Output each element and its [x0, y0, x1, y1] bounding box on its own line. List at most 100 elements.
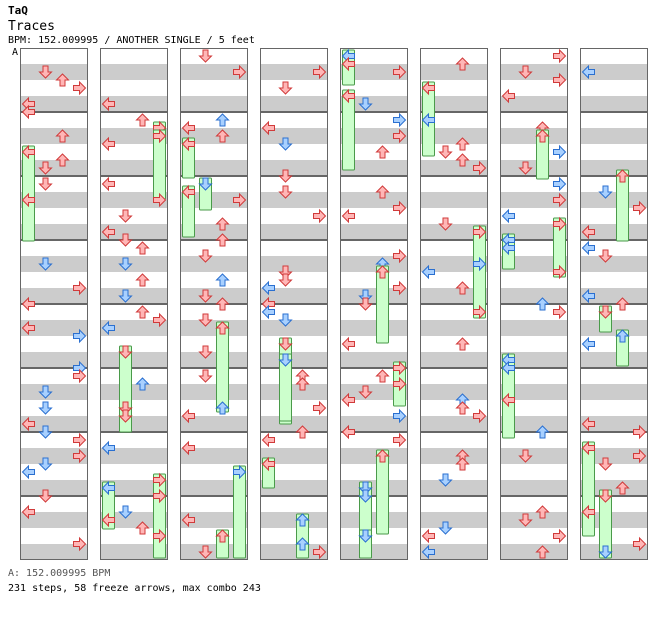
arrow-down	[38, 385, 53, 399]
measure-box	[580, 240, 648, 304]
arrow-up	[215, 529, 230, 543]
measure-box	[260, 432, 328, 496]
arrow-down	[438, 473, 453, 487]
measure-box	[260, 496, 328, 560]
stripe	[420, 320, 488, 336]
stripe	[260, 544, 328, 560]
stripe	[180, 544, 248, 560]
arrow-up	[135, 241, 150, 255]
arrow-up	[215, 401, 230, 415]
arrow-left	[101, 512, 115, 528]
measure-box	[340, 496, 408, 560]
stripe	[100, 96, 168, 112]
arrow-right	[233, 192, 247, 208]
measure-box	[100, 240, 168, 304]
measure-box	[180, 176, 248, 240]
stripe	[20, 256, 88, 272]
measure-box	[500, 176, 568, 240]
stripe	[500, 96, 568, 112]
stripe	[500, 384, 568, 400]
arrow-up	[55, 153, 70, 167]
stripe	[500, 480, 568, 496]
stripe	[500, 352, 568, 368]
stripe	[340, 384, 408, 400]
arrow-left	[341, 336, 355, 352]
stripe	[340, 128, 408, 144]
arrow-up	[535, 505, 550, 519]
stripe	[580, 96, 648, 112]
measure-box	[580, 304, 648, 368]
arrow-up	[215, 129, 230, 143]
arrow-left	[341, 56, 355, 72]
stripe	[100, 512, 168, 528]
arrow-down	[358, 529, 373, 543]
arrow-left	[21, 320, 35, 336]
arrow-up	[455, 57, 470, 71]
stripe	[20, 160, 88, 176]
arrow-left	[581, 440, 595, 456]
stripe	[20, 288, 88, 304]
stripe	[420, 224, 488, 240]
stripe	[340, 224, 408, 240]
bpm-summary: A: 152.009995 BPM	[8, 568, 111, 579]
stripe	[100, 544, 168, 560]
arrow-left	[341, 392, 355, 408]
measure-box	[20, 48, 88, 112]
stripe	[20, 192, 88, 208]
arrow-up	[535, 297, 550, 311]
arrow-right	[153, 488, 167, 504]
arrow-down	[118, 209, 133, 223]
arrow-right	[393, 360, 407, 376]
stripe	[20, 416, 88, 432]
stripe	[420, 480, 488, 496]
arrow-up	[215, 321, 230, 335]
arrow-left	[581, 416, 595, 432]
stripe	[260, 352, 328, 368]
arrow-left	[341, 88, 355, 104]
arrow-left	[421, 528, 435, 544]
arrow-up	[55, 73, 70, 87]
stripe	[100, 288, 168, 304]
measure-box	[100, 432, 168, 496]
arrow-down	[198, 289, 213, 303]
arrow-up	[615, 481, 630, 495]
arrow-right	[393, 408, 407, 424]
stripe	[580, 352, 648, 368]
stripe	[20, 384, 88, 400]
arrow-down	[38, 401, 53, 415]
arrow-down	[278, 337, 293, 351]
stripe	[180, 384, 248, 400]
arrow-right	[153, 128, 167, 144]
arrow-down	[38, 177, 53, 191]
measure-box	[340, 432, 408, 496]
arrow-right	[553, 216, 567, 232]
measure-box	[340, 176, 408, 240]
arrow-up	[375, 369, 390, 383]
stripe	[100, 416, 168, 432]
stripe	[580, 448, 648, 464]
stripe	[500, 224, 568, 240]
stripe	[100, 384, 168, 400]
freeze-arrow	[233, 465, 246, 559]
stripe	[260, 256, 328, 272]
stripe	[340, 288, 408, 304]
measure-box	[180, 496, 248, 560]
stripe	[20, 64, 88, 80]
measure-box	[180, 432, 248, 496]
arrow-right	[473, 224, 487, 240]
stripe	[260, 448, 328, 464]
arrow-down	[38, 457, 53, 471]
measure-box	[100, 496, 168, 560]
stripe	[260, 128, 328, 144]
arrow-right	[633, 424, 647, 440]
stripe	[340, 192, 408, 208]
arrow-left	[21, 296, 35, 312]
arrow-right	[633, 448, 647, 464]
measure-box	[580, 112, 648, 176]
measure-box	[340, 48, 408, 112]
arrow-up	[535, 425, 550, 439]
measure-box	[20, 304, 88, 368]
arrow-down	[438, 521, 453, 535]
stripe	[340, 544, 408, 560]
arrow-left	[501, 392, 515, 408]
